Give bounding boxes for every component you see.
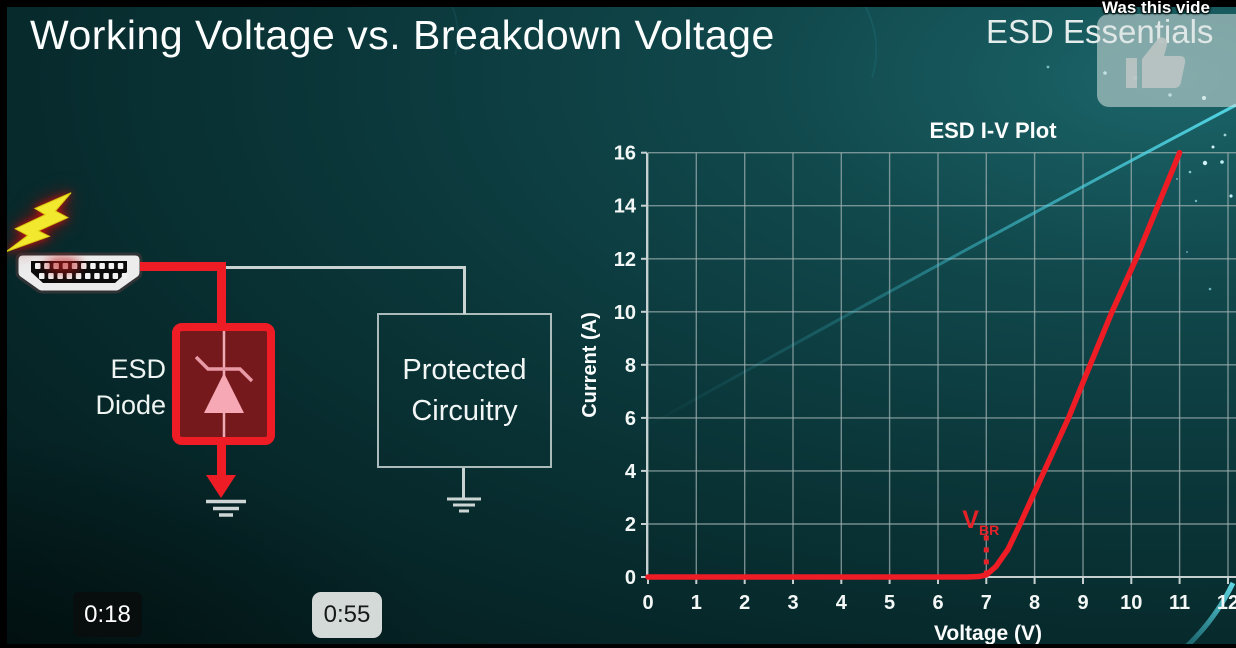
svg-text:16: 16 <box>614 143 636 165</box>
signal-wire-horizontal <box>224 266 465 269</box>
svg-text:1: 1 <box>691 592 702 614</box>
svg-text:Current (A): Current (A) <box>579 312 601 418</box>
svg-text:Voltage (V): Voltage (V) <box>934 622 1042 645</box>
svg-text:2: 2 <box>739 592 750 614</box>
svg-text:VBR: VBR <box>962 506 999 538</box>
svg-text:7: 7 <box>981 592 992 614</box>
svg-text:14: 14 <box>614 196 637 218</box>
red-wire-vertical <box>217 262 226 326</box>
earth-ground-icon <box>206 499 246 517</box>
svg-text:12: 12 <box>1217 592 1236 614</box>
timestamp-chip-light[interactable]: 0:55 <box>312 592 382 638</box>
thumbs-up-icon[interactable] <box>1120 32 1192 94</box>
svg-text:9: 9 <box>1077 592 1088 614</box>
svg-text:8: 8 <box>625 355 636 377</box>
letterbox-bottom <box>0 644 1236 648</box>
ground-wire-vertical <box>462 468 465 498</box>
svg-text:4: 4 <box>625 461 637 483</box>
like-prompt-text: Was this vide <box>1102 0 1211 17</box>
svg-text:0: 0 <box>642 592 653 614</box>
protected-label-line1: Protected <box>402 353 527 386</box>
svg-text:10: 10 <box>614 302 636 324</box>
red-arrow-head <box>206 475 236 498</box>
zener-diode-icon <box>194 331 254 437</box>
svg-text:0: 0 <box>625 567 636 589</box>
svg-text:8: 8 <box>1029 592 1040 614</box>
timestamp-label: 0:55 <box>323 601 371 628</box>
letterbox-left <box>0 0 7 648</box>
svg-text:2: 2 <box>625 514 636 536</box>
letterbox-top <box>0 0 1236 7</box>
svg-text:6: 6 <box>932 592 943 614</box>
svg-text:6: 6 <box>625 408 636 430</box>
signal-wire-vertical <box>463 266 466 314</box>
timestamp-chip-dark[interactable]: 0:18 <box>73 592 142 637</box>
red-wire-horizontal <box>140 262 224 271</box>
protected-label-line2: Circuitry <box>411 394 518 427</box>
timestamp-label: 0:18 <box>84 600 131 628</box>
svg-text:ESD I-V Plot: ESD I-V Plot <box>929 118 1057 143</box>
esd-diode-label-line1: ESD <box>110 354 166 384</box>
svg-text:12: 12 <box>614 249 636 271</box>
svg-text:3: 3 <box>787 592 798 614</box>
esd-diode-label-line2: Diode <box>95 390 166 420</box>
esd-diode-box <box>172 323 275 445</box>
chart-grid <box>647 151 1236 578</box>
svg-text:11: 11 <box>1169 592 1190 614</box>
lightning-bolt-icon <box>5 192 72 253</box>
svg-text:5: 5 <box>884 592 895 614</box>
hdmi-port-icon <box>15 252 143 294</box>
esd-diode-label: ESD Diode <box>58 351 166 423</box>
earth-ground-icon <box>447 497 481 513</box>
svg-text:10: 10 <box>1120 592 1142 614</box>
protected-circuitry-box: Protected Circuitry <box>377 313 552 468</box>
red-arrow-line <box>217 443 226 477</box>
svg-text:4: 4 <box>836 592 848 614</box>
background-swoosh-decoration <box>451 0 1236 648</box>
page-title: Working Voltage vs. Breakdown Voltage <box>30 12 775 58</box>
